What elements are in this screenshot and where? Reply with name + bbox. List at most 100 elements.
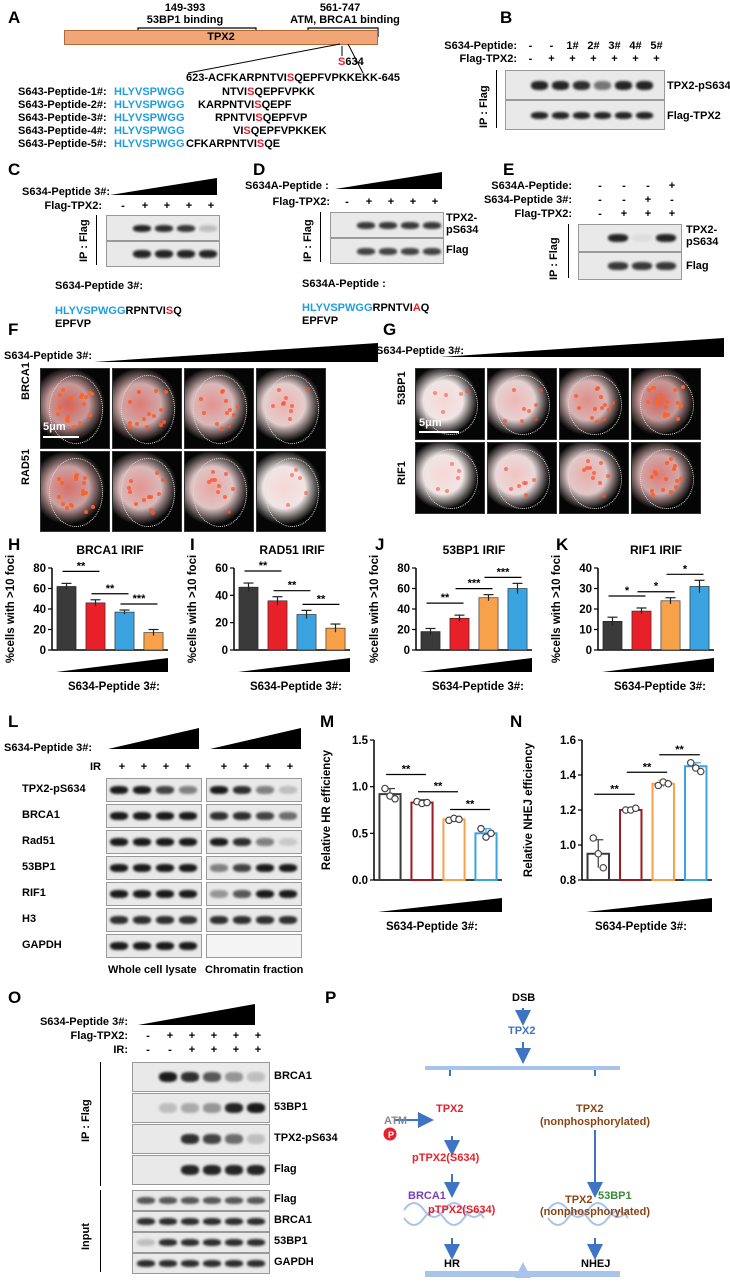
g-scale-bar [419, 431, 459, 433]
x-axis-label: S634-Peptide 3#: [432, 681, 524, 693]
dose-wedge [602, 658, 714, 672]
significance-label: ** [77, 560, 86, 572]
nucleus-outline [640, 374, 694, 436]
focus-dot [288, 409, 293, 414]
chart-brca1-irif: BRCA1 IRIF %cells with >10 foci 0 20 40 60 80 *… [5, 543, 168, 693]
blot-band [159, 1103, 177, 1113]
blot-band [156, 916, 174, 924]
focus-dot [73, 474, 78, 479]
y-axis-label: %cells with >10 foci [369, 555, 381, 663]
domain1-label: 53BP1 binding [146, 14, 224, 26]
l-header: S634-Peptide 3#: [4, 742, 93, 754]
peptide-seq: CFKARPNTVISQE [186, 138, 280, 150]
c-row1-label: S634-Peptide 3#: [22, 186, 111, 198]
significance-label: * [683, 563, 688, 575]
nucleus-outline [193, 458, 247, 527]
nucleus-outline [496, 448, 550, 510]
blot-band [225, 1197, 243, 1204]
o-input-row-label: GAPDH [274, 1256, 314, 1268]
blot-band [181, 1260, 199, 1267]
blot-band [247, 1072, 265, 1082]
bar [619, 809, 643, 881]
panel-label-b: B [500, 8, 513, 27]
l-row-label: RIF1 [22, 887, 46, 899]
panel-label-d: D [253, 160, 266, 179]
focus-dot [646, 400, 651, 405]
p-dsb: DSB [512, 992, 536, 1004]
data-point [654, 781, 663, 790]
o-input-blot [132, 1253, 270, 1274]
panel-label-i: I [190, 535, 195, 554]
focus-dot [137, 390, 142, 394]
c-seq-tag: HLYVSPWGG [55, 305, 126, 317]
blot-band [181, 1218, 199, 1225]
focus-dot [303, 490, 308, 495]
chart-rad51-irif: RAD51 IRIF %cells with >10 foci 0 20 40 60 ** *… [187, 543, 350, 693]
blot-band [156, 812, 174, 820]
focus-dot [80, 392, 85, 397]
microscopy-tile [256, 451, 326, 532]
focus-dot [230, 487, 235, 492]
focus-dot [464, 389, 469, 394]
data-point [686, 758, 695, 767]
ir-marker: + [140, 761, 148, 773]
bar [378, 793, 402, 881]
blot-band [247, 1218, 265, 1225]
peptide-pre: KARPNTVI [198, 99, 255, 111]
l-blot-wcl [106, 830, 202, 854]
microscopy-tile [256, 368, 326, 449]
focus-dot [277, 388, 282, 393]
p-nhej: NHEJ [581, 1258, 611, 1270]
focus-dot [524, 481, 529, 486]
bar [296, 614, 317, 651]
e-ip-rule [568, 224, 569, 278]
c-blot-pS634 [106, 215, 220, 241]
focus-dot [70, 406, 75, 411]
focus-dot [78, 420, 83, 425]
blot-band [210, 838, 228, 846]
p-model-diagram [383, 1008, 629, 1278]
x-axis-label: S634-Peptide 3#: [250, 681, 342, 693]
x-axis-label: S634-Peptide 3#: [386, 921, 478, 933]
focus-dot [213, 477, 218, 482]
blot-band [256, 838, 274, 846]
zoom-lines [187, 43, 364, 74]
focus-dot [511, 387, 516, 392]
blot-band [615, 80, 632, 90]
blot-band [552, 111, 569, 119]
significance-label: ** [288, 580, 297, 592]
focus-dot [665, 461, 670, 466]
blot-band [203, 1134, 221, 1144]
l-blot-chromatin [206, 778, 302, 802]
focus-dot [649, 475, 654, 480]
o-ip-blot [132, 1155, 270, 1185]
lane-marker: + [210, 1044, 218, 1056]
blot-band [423, 247, 441, 255]
lane-marker: 3# [608, 40, 621, 52]
focus-dot [224, 410, 229, 415]
seq-prefix: 623-ACFKARPNTVI [186, 72, 287, 84]
y-tick-label: 40 [215, 590, 228, 602]
y-tick-label: 0 [222, 645, 228, 657]
nucleus-outline [496, 374, 550, 436]
peptide-label: S643-Peptide-2#: [18, 99, 107, 111]
o-ip-rule [100, 1062, 101, 1186]
l-row-label: GAPDH [22, 939, 62, 951]
c-seq-line2: EPFVP [55, 318, 92, 330]
blot-band [181, 1165, 199, 1175]
focus-dot [220, 389, 225, 394]
x-axis-label: S634-Peptide 3#: [68, 681, 160, 693]
o-input-blot [132, 1232, 270, 1253]
y-tick-label: 40 [579, 563, 592, 575]
blot-band [210, 890, 228, 898]
focus-dot [605, 474, 610, 479]
data-point [391, 795, 399, 803]
focus-dot [534, 403, 539, 408]
f-header: S634-Peptide 3#: [4, 350, 93, 362]
d-seq-post: Q [420, 302, 430, 314]
peptide-post: QEPFVP [262, 112, 308, 124]
blot-band [177, 224, 195, 232]
focus-dot [61, 502, 66, 507]
l-row-label: BRCA1 [22, 809, 60, 821]
focus-dot [81, 480, 86, 485]
